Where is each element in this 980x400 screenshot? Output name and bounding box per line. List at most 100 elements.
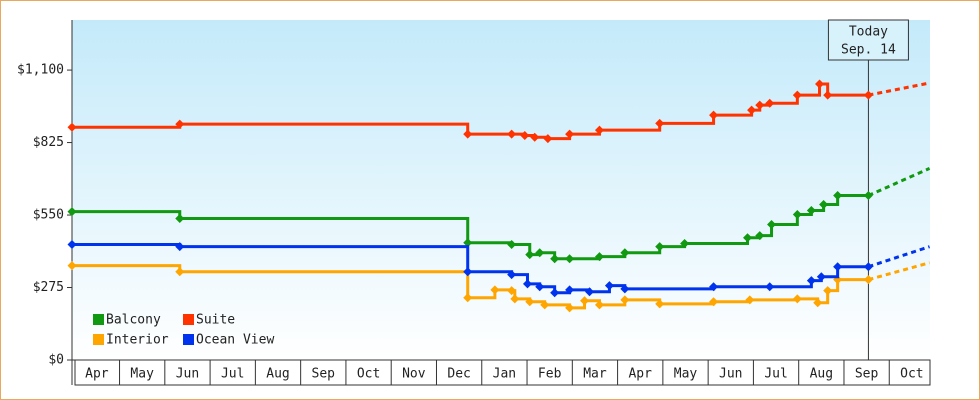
point [580,296,590,306]
point [67,261,77,271]
point [463,238,473,248]
point [863,275,873,285]
x-tick-label: Sep [312,367,336,382]
point [620,248,630,258]
point [543,134,553,144]
point [175,119,185,129]
point [747,105,757,115]
point [863,262,873,272]
point [507,240,517,250]
legend-swatch [183,334,194,345]
x-tick-label: Jun [176,367,199,382]
point [510,294,520,304]
point [490,285,500,295]
point [550,254,560,264]
point [463,267,473,277]
point [594,252,604,262]
legend-label: Interior [106,333,169,348]
point [767,220,777,230]
y-tick-label: $1,100 [17,63,64,78]
point [525,250,535,260]
point [792,294,802,304]
point [823,286,833,296]
plot-area [72,20,930,360]
point [833,262,843,272]
point [709,297,719,307]
point [743,233,753,243]
point [745,295,755,305]
point [594,300,604,310]
point [67,240,77,250]
x-tick-label: Aug [266,367,289,382]
point [620,295,630,305]
point [819,199,829,209]
x-tick-label: Jul [221,367,244,382]
x-tick-label: Jun [719,367,742,382]
legend-label: Ocean View [196,333,274,348]
point [530,132,540,142]
legend-swatch [93,314,104,325]
point [540,300,550,310]
point [522,279,532,289]
point [594,125,604,135]
point [565,254,575,264]
x-tick-label: Nov [402,367,426,382]
x-tick-label: Jan [493,367,516,382]
point [813,298,823,308]
point [67,122,77,132]
x-tick-label: Apr [85,367,109,382]
point [525,297,535,307]
x-tick-label: May [130,367,154,382]
today-label: Sep. 14 [841,43,896,58]
point [655,242,665,252]
legend-swatch [183,314,194,325]
x-tick-label: Mar [583,367,607,382]
x-tick-label: Jul [764,367,787,382]
point [585,287,595,297]
point [550,288,560,298]
point [535,248,545,258]
today-label: Today [849,25,888,40]
point [755,231,765,241]
point [765,98,775,108]
point [755,100,765,110]
series-forecast [867,245,931,269]
series-forecast [867,167,931,197]
x-tick-label: Sep [855,367,879,382]
point [565,129,575,139]
point [463,293,473,303]
series-forecast [868,81,930,97]
point [863,191,873,201]
x-tick-label: Dec [447,367,470,382]
point [463,129,473,139]
point [709,282,719,292]
point [815,79,825,89]
point [620,284,630,294]
point [175,267,185,277]
point [507,129,517,139]
point [833,191,843,201]
y-tick-label: $550 [33,208,64,223]
point [806,276,816,286]
point [520,130,530,140]
point [765,282,775,292]
x-tick-label: Oct [357,367,380,382]
point [535,282,545,292]
point [175,213,185,223]
point [863,90,873,100]
point [175,242,185,252]
y-tick-label: $275 [33,280,64,295]
point [823,90,833,100]
point [655,299,665,309]
point [709,110,719,120]
point [507,270,517,280]
point [604,281,614,291]
point [655,118,665,128]
series-forecast [868,261,930,282]
y-tick-label: $825 [33,135,64,150]
x-tick-label: May [674,367,698,382]
point [565,303,575,313]
point [680,239,690,249]
x-axis-band [74,359,931,386]
point [816,272,826,282]
